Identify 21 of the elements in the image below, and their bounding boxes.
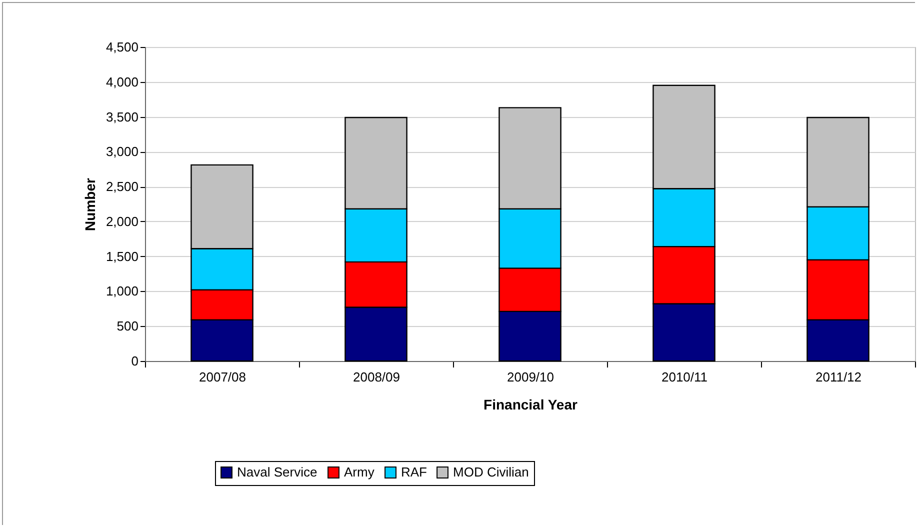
- legend-label: MOD Civilian: [453, 464, 529, 480]
- y-tick-label: 4,500: [106, 40, 138, 54]
- legend-label: RAF: [401, 464, 428, 480]
- x-tick-label: 2010/11: [661, 370, 708, 384]
- y-tick-label: 3,500: [106, 109, 138, 124]
- x-tick-label: 2011/12: [815, 370, 862, 384]
- y-axis-title: Number: [82, 178, 98, 231]
- x-tick-label: 2009/10: [507, 370, 554, 384]
- legend-label: Army: [344, 464, 375, 480]
- y-tick-label: 1,500: [106, 248, 138, 264]
- y-tick-label: 500: [116, 318, 138, 334]
- y-tick-label: 0: [131, 354, 138, 368]
- x-tick-label: 2007/08: [199, 370, 246, 384]
- y-tick-label: 2,000: [106, 214, 138, 229]
- y-tick-label: 4,000: [106, 74, 138, 90]
- x-axis-title: Financial Year: [484, 396, 578, 412]
- x-tick-label: 2008/09: [353, 370, 400, 384]
- y-tick-label: 1,000: [106, 284, 138, 299]
- legend-label: Naval Service: [237, 464, 318, 480]
- y-tick-label: 2,500: [106, 179, 138, 194]
- y-tick-label: 3,000: [106, 144, 138, 160]
